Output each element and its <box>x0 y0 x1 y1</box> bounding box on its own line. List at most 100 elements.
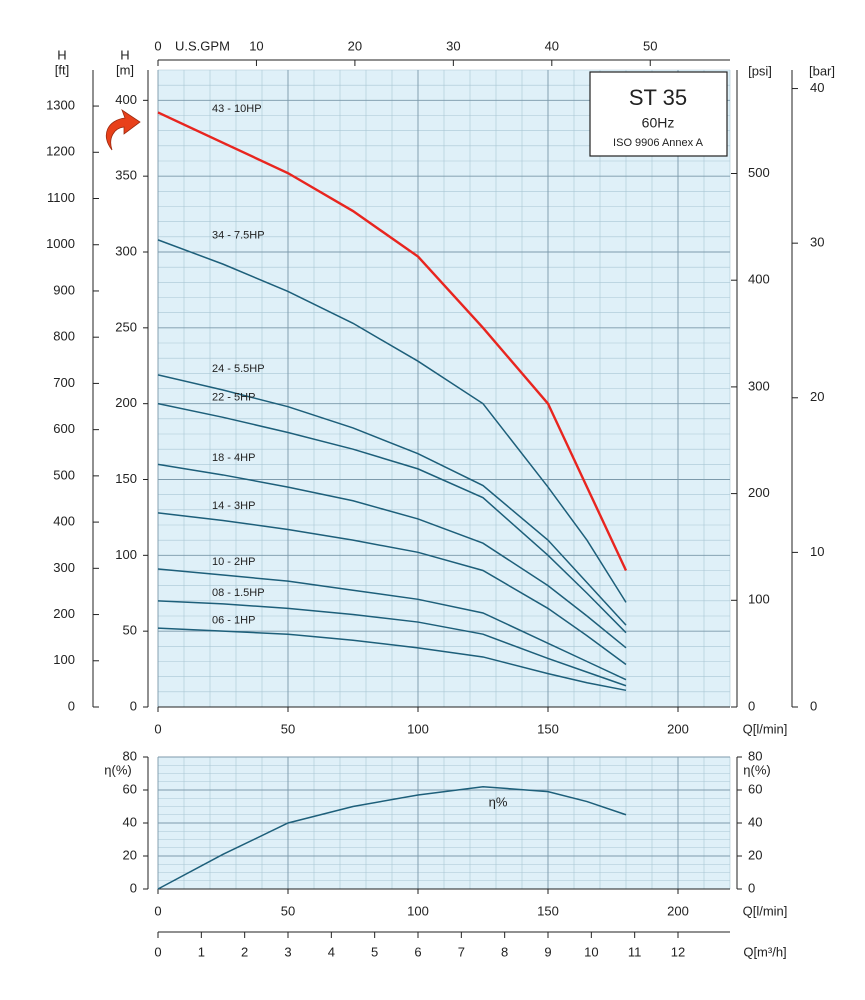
x-tick-label: 200 <box>667 903 689 918</box>
y-axis-label: η(%) <box>743 762 770 777</box>
ft-axis-label: H <box>57 47 66 62</box>
ft_axis-tick-label: 0 <box>68 698 75 713</box>
x-tick-label: 0 <box>154 721 161 736</box>
psi_axis-tick-label: 400 <box>748 272 770 287</box>
x-tick-label: 100 <box>407 721 429 736</box>
gpm_axis-tick-label: 20 <box>348 38 362 53</box>
gpm_axis-tick-label: 30 <box>446 38 460 53</box>
curve <box>157 568 627 681</box>
m3h_axis-tick-label: 8 <box>501 944 508 959</box>
curve-label: 10 - 2HP <box>212 556 255 568</box>
curve <box>157 785 627 890</box>
gpm_axis-tick-label: 40 <box>545 38 559 53</box>
x-tick-label: 150 <box>537 721 559 736</box>
m3h_axis-tick-label: 5 <box>371 944 378 959</box>
gpm_axis-tick-label: 10 <box>249 38 263 53</box>
chart-subtitle: 60Hz <box>642 115 675 131</box>
bar-axis-label: [bar] <box>809 63 835 78</box>
ft_axis-tick-label: 300 <box>53 560 75 575</box>
chart-note: ISO 9906 Annex A <box>613 137 704 149</box>
bar_axis-tick-label: 10 <box>810 544 824 559</box>
curve-label: 24 - 5.5HP <box>212 363 265 375</box>
x-axis-label: Q[l/min] <box>743 721 788 736</box>
x-tick-label: 50 <box>281 903 295 918</box>
m3h_axis-tick-label: 3 <box>284 944 291 959</box>
y-axis-unit: [m] <box>116 62 134 77</box>
x-tick-label: 50 <box>281 721 295 736</box>
curve-label: 08 - 1.5HP <box>212 587 265 599</box>
m3h_axis-tick-label: 6 <box>414 944 421 959</box>
y-tick-label: 80 <box>123 748 137 763</box>
m3h_axis-tick-label: 1 <box>198 944 205 959</box>
chart-title: ST 35 <box>629 85 687 110</box>
y-tick-label: 20 <box>123 847 137 862</box>
psi_axis-tick-label: 500 <box>748 165 770 180</box>
ft_axis-tick-label: 1200 <box>46 144 75 159</box>
curve <box>157 512 627 666</box>
ft_axis-tick-label: 200 <box>53 606 75 621</box>
ft_axis-tick-label: 800 <box>53 329 75 344</box>
y-tick-label: 400 <box>115 92 137 107</box>
x-tick-label: 0 <box>154 903 161 918</box>
x-tick-label: 150 <box>537 903 559 918</box>
m3h_axis-tick-label: 11 <box>628 944 642 959</box>
gpm_axis-tick-label: 50 <box>643 38 657 53</box>
curve <box>157 402 627 634</box>
y-tick-label: 20 <box>748 847 762 862</box>
curve <box>157 111 628 572</box>
y-tick-label: 150 <box>115 471 137 486</box>
y-tick-label: 300 <box>115 243 137 258</box>
ft_axis-tick-label: 400 <box>53 514 75 529</box>
y-tick-label: 0 <box>748 880 755 895</box>
m3h_axis-tick-label: 7 <box>458 944 465 959</box>
ft_axis-tick-label: 900 <box>53 282 75 297</box>
m3h_axis-tick-label: 10 <box>584 944 598 959</box>
x-tick-label: 100 <box>407 903 429 918</box>
curve-label: 43 - 10HP <box>212 103 262 115</box>
curve-label: 22 - 5HP <box>212 392 255 404</box>
bar_axis-tick-label: 0 <box>810 698 817 713</box>
curve-label: 18 - 4HP <box>212 452 255 464</box>
psi_axis-tick-label: 200 <box>748 485 770 500</box>
ft_axis-tick-label: 1300 <box>46 97 75 112</box>
m3h_axis-tick-label: 0 <box>154 944 161 959</box>
y-tick-label: 350 <box>115 168 137 183</box>
curve-label: η% <box>489 794 508 809</box>
y-tick-label: 60 <box>123 781 137 796</box>
bar_axis-tick-label: 20 <box>810 389 824 404</box>
y-tick-label: 50 <box>123 623 137 638</box>
m3h_axis-tick-label: 4 <box>328 944 335 959</box>
gpm_axis-tick-label: 0 <box>154 38 161 53</box>
ft_axis-tick-label: 1000 <box>46 236 75 251</box>
curve-label: 14 - 3HP <box>212 500 255 512</box>
y-tick-label: 0 <box>130 698 137 713</box>
curve <box>157 627 627 692</box>
y-tick-label: 100 <box>115 547 137 562</box>
y-tick-label: 60 <box>748 781 762 796</box>
psi_axis-tick-label: 0 <box>748 698 755 713</box>
m3h_axis-tick-label: 12 <box>671 944 685 959</box>
y-tick-label: 80 <box>748 748 762 763</box>
psi_axis-tick-label: 300 <box>748 378 770 393</box>
ft_axis-tick-label: 700 <box>53 375 75 390</box>
m3h_axis-tick-label: 2 <box>241 944 248 959</box>
arrow-icon <box>105 108 141 151</box>
ft_axis-tick-label: 500 <box>53 467 75 482</box>
y-tick-label: 40 <box>123 814 137 829</box>
gpm-axis-label: U.S.GPM <box>175 38 230 53</box>
curve <box>157 374 627 626</box>
psi-axis-label: [psi] <box>748 63 772 78</box>
ft-axis-unit: [ft] <box>55 62 69 77</box>
psi_axis-tick-label: 100 <box>748 592 770 607</box>
ft_axis-tick-label: 1100 <box>47 190 75 205</box>
curve <box>157 600 627 687</box>
bar_axis-tick-label: 40 <box>810 80 824 95</box>
curve <box>157 239 627 603</box>
y-tick-label: 40 <box>748 814 762 829</box>
curve-label: 34 - 7.5HP <box>212 229 265 241</box>
title-box <box>589 71 728 157</box>
m3h_axis-tick-label: 9 <box>544 944 551 959</box>
bar_axis-tick-label: 30 <box>810 235 824 250</box>
x-tick-label: 200 <box>667 721 689 736</box>
